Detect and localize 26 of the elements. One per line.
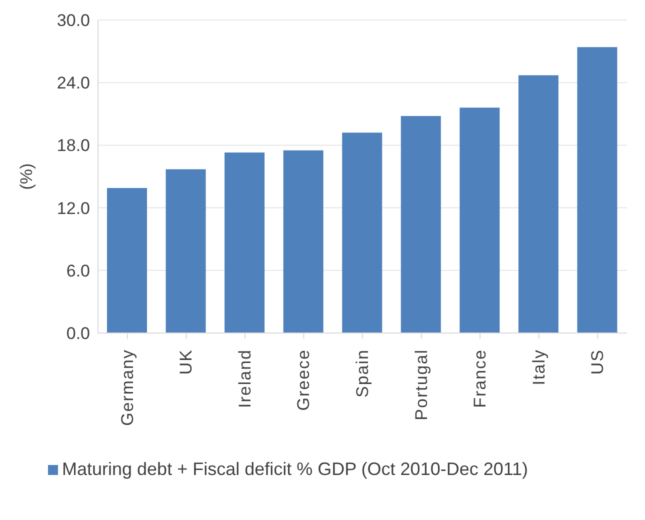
x-tick-label: France [470,349,490,408]
bar [283,150,324,333]
y-tick-label: 24.0 [56,74,90,93]
bar [577,47,618,333]
bar [400,116,441,333]
x-tick-label: Ireland [235,349,254,408]
bar [460,108,500,333]
x-tick-label: US [588,349,608,375]
bar [342,132,382,333]
x-tick-label: Germany [118,349,137,426]
y-axis-title: (%) [17,163,36,190]
y-tick-label: 18.0 [56,136,90,156]
y-tick-label: 12.0 [56,198,90,218]
y-tick-label: 30.0 [56,11,90,30]
x-tick-label: UK [176,349,196,375]
y-tick-label: 0.0 [66,324,90,344]
y-tick-label: 6.0 [66,261,90,280]
x-tick-label: Greece [294,349,314,411]
bar [224,152,265,333]
x-tick-label: Italy [529,349,548,386]
bar [518,75,558,333]
bar [107,188,147,333]
x-tick-label: Portugal [412,349,431,420]
x-tick-label: Spain [353,349,372,398]
legend-label: Maturing debt + Fiscal deficit % GDP (Oct 2010-Dec 2011) [62,458,528,480]
bar [166,169,206,333]
